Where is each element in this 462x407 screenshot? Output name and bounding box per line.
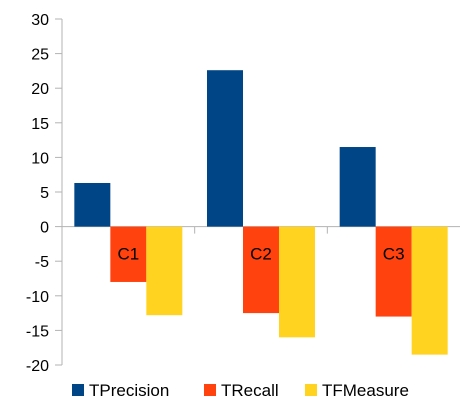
bar-tprecision-c3 <box>339 147 376 227</box>
bar-trecall-c2 <box>243 226 279 314</box>
legend: TPrecision TRecall TFMeasure <box>72 381 409 400</box>
category-label: C2 <box>250 245 272 264</box>
bar-tprecision-c1 <box>74 183 111 227</box>
y-tick-label: 5 <box>40 185 49 202</box>
category-label: C1 <box>117 245 139 264</box>
legend-label: TRecall <box>221 381 279 400</box>
legend-swatch <box>204 384 216 396</box>
y-tick-label: -5 <box>35 254 49 271</box>
y-tick-label: -10 <box>26 289 49 306</box>
y-tick-label: 20 <box>31 81 49 98</box>
y-tick-label: 0 <box>40 220 49 237</box>
category-labels: C1 C2 C3 <box>117 245 404 264</box>
bar-tfmeasure-c3 <box>411 226 448 355</box>
bar-tfmeasure-c1 <box>146 226 183 316</box>
legend-label: TPrecision <box>89 381 169 400</box>
legend-swatch <box>305 384 317 396</box>
category-label: C3 <box>383 245 405 264</box>
y-tick-label: 25 <box>31 47 49 64</box>
bars <box>74 70 448 355</box>
bar-trecall-c1 <box>110 226 147 282</box>
y-tick-label: 15 <box>31 116 49 133</box>
y-axis: -20 -15 -10 -5 0 5 10 15 20 25 30 <box>26 12 63 375</box>
y-tick-label: -20 <box>26 358 49 375</box>
legend-label: TFMeasure <box>322 381 409 400</box>
bar-tfmeasure-c2 <box>279 226 315 338</box>
y-tick-label: 30 <box>31 12 49 29</box>
legend-swatch <box>72 384 84 396</box>
y-tick-label: -15 <box>26 323 49 340</box>
bar-trecall-c3 <box>375 226 412 317</box>
bar-tprecision-c2 <box>207 70 243 227</box>
y-tick-label: 10 <box>31 150 49 167</box>
